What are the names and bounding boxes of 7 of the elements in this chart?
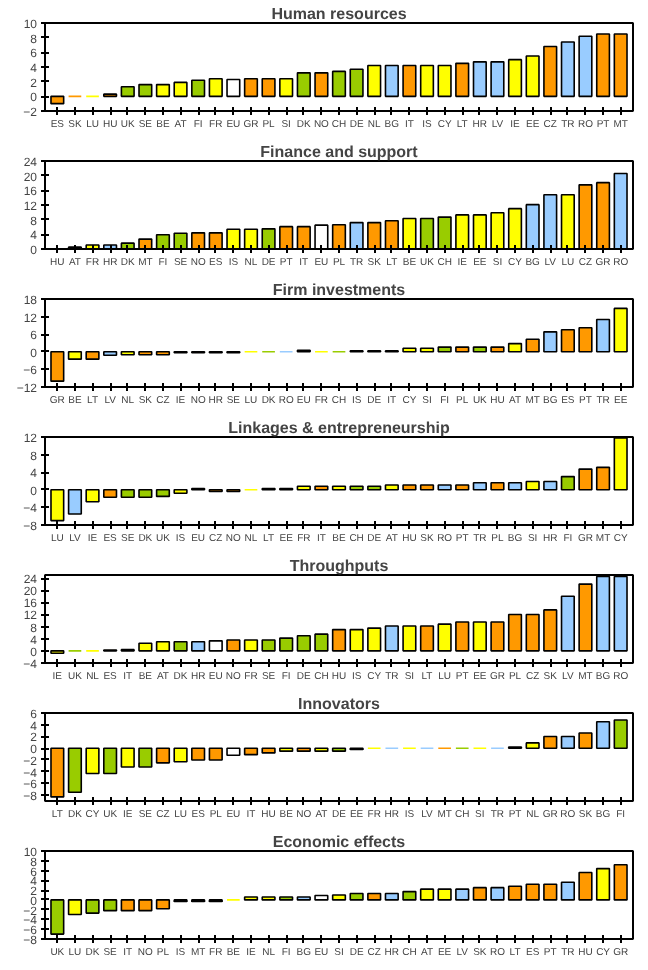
chart-title: Throughputs	[289, 557, 390, 575]
chart-title: Linkages & entrepreneurship	[228, 419, 450, 437]
chart-title: Innovators	[298, 695, 381, 713]
chart-title: Firm investments	[272, 281, 407, 299]
chart-title: Finance and support	[260, 143, 419, 161]
chart-title: Human resources	[271, 5, 408, 23]
chart-title: Economic effects	[272, 833, 407, 851]
